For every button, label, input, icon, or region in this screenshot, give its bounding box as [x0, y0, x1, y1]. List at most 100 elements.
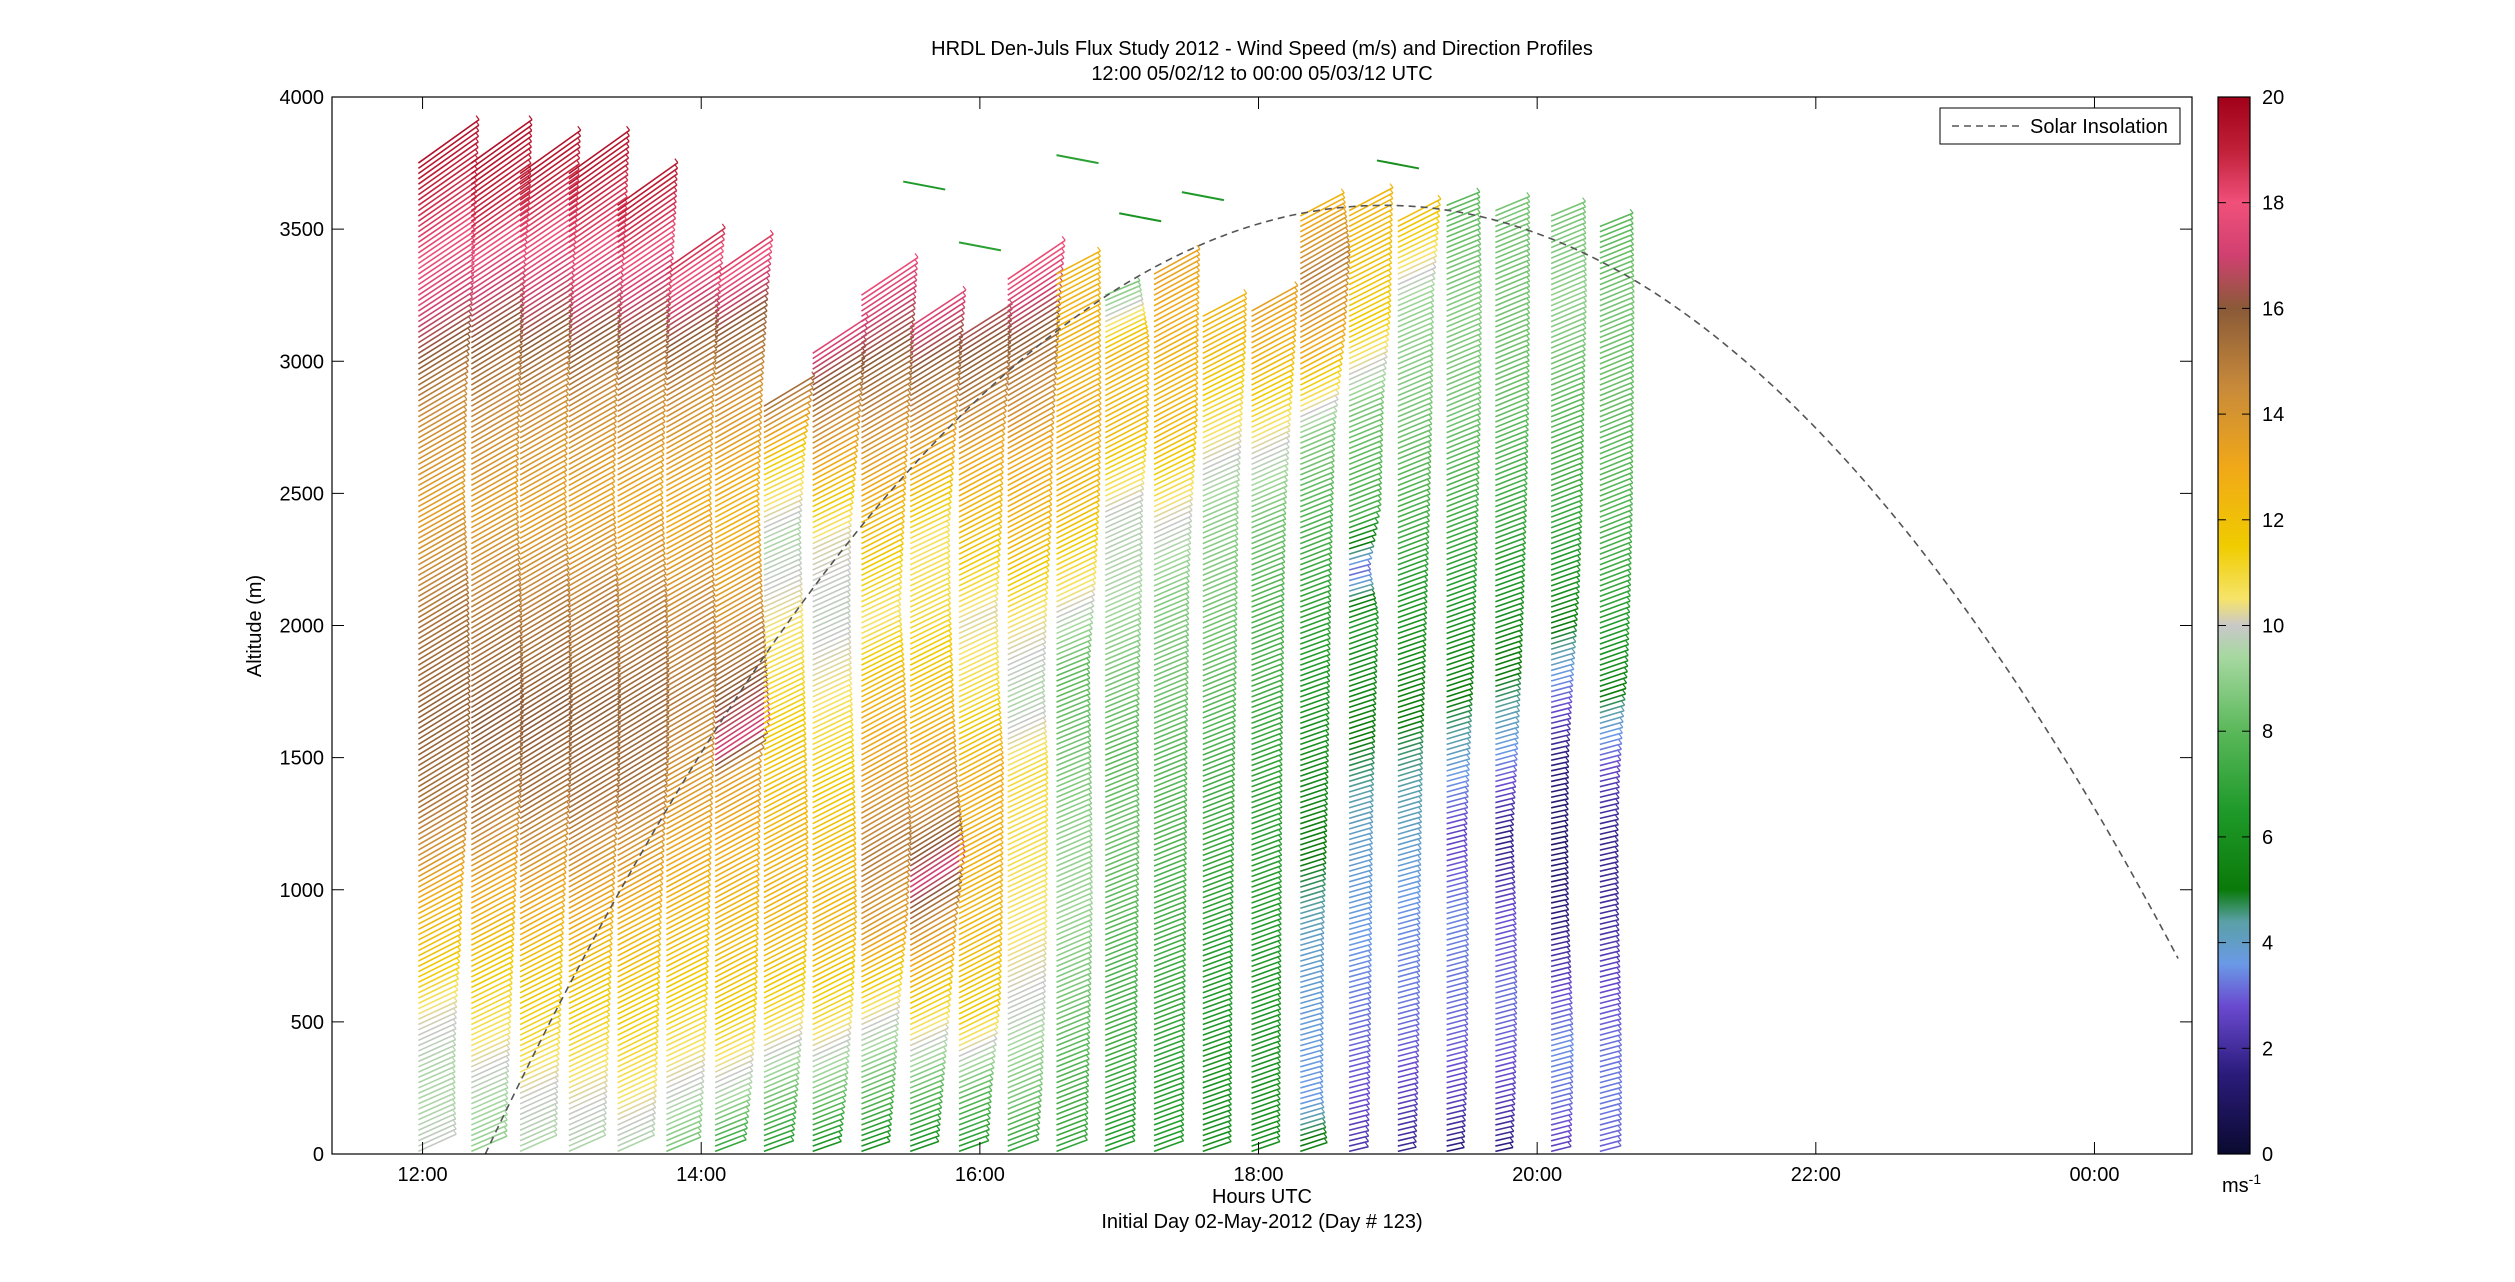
wind-barb-tick	[554, 1076, 559, 1082]
wind-barb	[519, 331, 572, 365]
wind-barb	[909, 364, 962, 397]
wind-barb	[909, 1015, 950, 1036]
wind-barb	[470, 922, 516, 946]
wind-barb	[714, 911, 760, 936]
wind-barb	[470, 938, 515, 962]
wind-barb-tick	[838, 1131, 843, 1137]
wind-barb	[665, 802, 714, 830]
wind-barb	[812, 863, 857, 888]
wind-barb	[812, 333, 868, 370]
wind-barb	[666, 906, 711, 931]
wind-barb	[568, 337, 621, 370]
wind-barb	[617, 448, 665, 476]
wind-barb	[470, 303, 525, 339]
wind-barb	[861, 409, 910, 439]
wind-barb	[909, 862, 965, 899]
wind-barb	[568, 354, 620, 386]
wind-barb	[568, 1052, 609, 1073]
wind-barb	[861, 800, 911, 830]
wind-barb	[958, 625, 999, 645]
wind-barb	[714, 809, 761, 835]
wind-barb	[417, 365, 469, 397]
wind-barb	[909, 571, 951, 592]
wind-barb	[1007, 819, 1049, 841]
wind-barb	[418, 933, 462, 957]
wind-barb	[519, 910, 565, 936]
wind-barb	[909, 592, 951, 614]
wind-barb	[812, 910, 857, 936]
wind-barb	[665, 291, 721, 328]
wind-barb	[617, 755, 670, 788]
wind-barb	[617, 297, 672, 333]
wind-barb	[617, 649, 669, 682]
wind-barb	[568, 458, 616, 487]
wind-barb	[1007, 1017, 1046, 1036]
wind-barb	[417, 717, 471, 751]
wind-barb	[958, 364, 1010, 397]
wind-barb	[763, 889, 809, 915]
wind-barb-tick	[1131, 1125, 1136, 1131]
wind-barb-tick	[651, 1130, 656, 1136]
wind-barb	[958, 421, 1006, 450]
wind-barb	[812, 594, 851, 614]
wind-barb	[958, 370, 1010, 402]
wind-barb	[617, 1068, 658, 1089]
wind-barb	[568, 320, 622, 355]
wind-barb-tick	[793, 1096, 798, 1102]
wind-barb	[417, 414, 467, 444]
wind-barb-tick	[1039, 1068, 1044, 1074]
wind-barb	[568, 921, 614, 946]
wind-barb	[714, 1081, 753, 1100]
wind-barb	[617, 437, 665, 466]
wind-barb	[1007, 685, 1045, 703]
wind-barb	[470, 264, 527, 302]
wind-barb	[470, 458, 519, 487]
wind-barb	[417, 202, 477, 243]
wind-barb	[568, 572, 619, 603]
wind-barb-tick	[790, 1136, 795, 1141]
wind-barb-tick	[1037, 1107, 1042, 1113]
wind-barb	[666, 1102, 704, 1121]
wind-barb	[519, 1041, 561, 1063]
wind-barb	[568, 608, 620, 640]
wind-barb	[519, 613, 571, 645]
wind-barb	[417, 597, 470, 629]
wind-barb	[1104, 1000, 1138, 1015]
wind-barb	[470, 1053, 510, 1073]
wind-barb	[909, 643, 953, 666]
wind-barb	[519, 191, 579, 233]
wind-barb	[861, 750, 908, 777]
wind-barb	[861, 668, 906, 693]
wind-barb-tick	[700, 1077, 705, 1082]
wind-barb	[568, 1019, 610, 1042]
wind-barb-tick	[454, 985, 459, 991]
wind-barb	[1104, 1129, 1136, 1142]
wind-barb	[958, 911, 1003, 936]
wind-barb	[763, 609, 804, 629]
wind-barb	[714, 280, 770, 318]
wind-barb	[1007, 969, 1047, 989]
wind-barb	[617, 733, 670, 767]
wind-barb	[470, 354, 523, 386]
wind-barb	[519, 664, 573, 698]
wind-barb	[519, 954, 564, 978]
wind-barb	[519, 776, 572, 809]
wind-barb	[1104, 995, 1138, 1010]
wind-barb	[617, 613, 668, 645]
wind-barb	[470, 955, 514, 978]
wind-barb	[812, 444, 859, 471]
wind-barb	[812, 605, 851, 624]
wind-barb	[861, 960, 905, 983]
wind-barb	[666, 1042, 706, 1063]
wind-barb	[763, 905, 809, 931]
wind-barb	[519, 871, 567, 899]
wind-barb	[909, 684, 954, 709]
wind-barb-tick	[1134, 917, 1139, 922]
wind-barb	[909, 347, 963, 381]
wind-barb	[958, 609, 998, 629]
wind-barb	[470, 883, 517, 909]
wind-barb	[519, 388, 569, 418]
barb-profile	[958, 299, 1013, 1153]
wind-barb	[665, 558, 715, 587]
wind-barb	[812, 626, 851, 645]
